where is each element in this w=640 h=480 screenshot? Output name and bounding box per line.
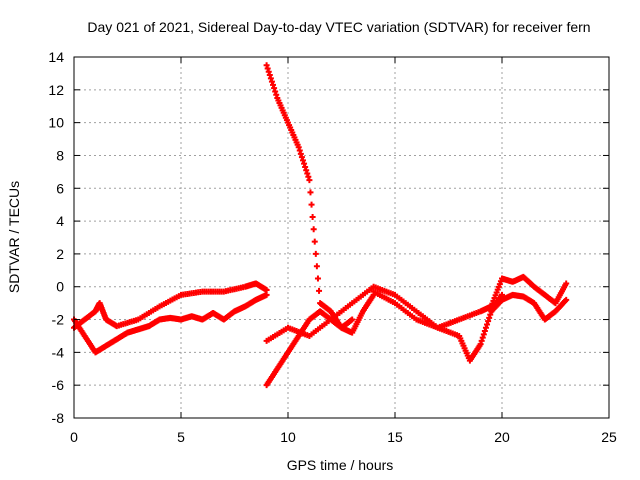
data-point <box>312 250 319 257</box>
y-tick-label: 14 <box>48 49 64 65</box>
data-point <box>563 296 570 303</box>
data-point <box>309 213 316 220</box>
data-point <box>295 144 302 151</box>
data-point <box>480 331 487 338</box>
x-tick-label: 10 <box>280 429 296 445</box>
data-point <box>299 157 306 164</box>
data-point <box>302 163 309 170</box>
x-tick-label: 5 <box>177 429 185 445</box>
data-point <box>481 328 488 335</box>
data-point <box>308 201 315 208</box>
data-point <box>306 177 313 184</box>
data-point <box>296 147 303 154</box>
data-point <box>265 68 272 75</box>
data-point <box>304 170 311 177</box>
data-point <box>298 154 305 161</box>
data-point <box>563 280 570 287</box>
data-point <box>486 314 493 321</box>
data-point <box>266 72 273 79</box>
plot-frame <box>73 56 610 419</box>
data-point <box>273 91 280 98</box>
data-point <box>477 341 484 348</box>
y-tick-label: 0 <box>56 279 64 295</box>
data-point <box>272 88 279 95</box>
data-point <box>297 150 304 157</box>
data-point <box>264 65 271 72</box>
data-point <box>479 334 486 341</box>
data-point <box>316 287 323 294</box>
data-point <box>311 238 318 245</box>
data-point <box>487 311 494 318</box>
data-point <box>484 321 491 328</box>
grid <box>73 56 610 419</box>
data-point <box>478 337 485 344</box>
y-tick-label: 2 <box>56 246 64 262</box>
y-axis-label: SDTVAR / TECUs <box>6 181 22 293</box>
y-tick-label: 6 <box>56 180 64 196</box>
chart-title: Day 021 of 2021, Sidereal Day-to-day VTE… <box>87 19 590 35</box>
x-tick-label: 25 <box>601 429 617 445</box>
y-tick-label: 4 <box>56 213 64 229</box>
series-track-g-right-lower <box>488 291 570 323</box>
y-tick-label: -6 <box>52 377 65 393</box>
series-track-d-low <box>263 291 377 389</box>
x-axis: 0 5 10 15 20 25 <box>70 57 617 445</box>
data-point <box>349 316 356 323</box>
y-axis: -8 -6 -4 -2 0 2 4 6 8 10 12 14 <box>48 49 609 426</box>
data-point <box>485 318 492 325</box>
x-tick-label: 15 <box>387 429 403 445</box>
data-point <box>271 85 278 92</box>
data-point <box>310 226 317 233</box>
data-point <box>305 173 312 180</box>
data-point <box>482 324 489 331</box>
y-tick-label: -2 <box>52 312 65 328</box>
y-tick-label: 10 <box>48 115 64 131</box>
series-track-b-upper <box>71 280 270 331</box>
y-tick-label: -8 <box>52 410 65 426</box>
y-tick-label: 8 <box>56 147 64 163</box>
data-point <box>263 62 270 69</box>
data-point <box>307 189 314 196</box>
data-point <box>301 160 308 167</box>
data-point <box>267 75 274 82</box>
series-group <box>71 62 570 389</box>
data-point <box>303 167 310 174</box>
data-point <box>263 287 270 294</box>
data-point <box>313 263 320 270</box>
y-tick-label: 12 <box>48 82 64 98</box>
series-track-f-right <box>370 273 570 331</box>
data-point <box>270 81 277 88</box>
data-point <box>268 78 275 85</box>
data-point <box>314 275 321 282</box>
x-tick-label: 0 <box>70 429 78 445</box>
y-tick-label: -4 <box>52 344 65 360</box>
series-track-c-rising <box>263 62 356 331</box>
x-tick-label: 20 <box>494 429 510 445</box>
series-track-a-lower <box>71 291 270 356</box>
x-axis-label: GPS time / hours <box>287 457 394 473</box>
